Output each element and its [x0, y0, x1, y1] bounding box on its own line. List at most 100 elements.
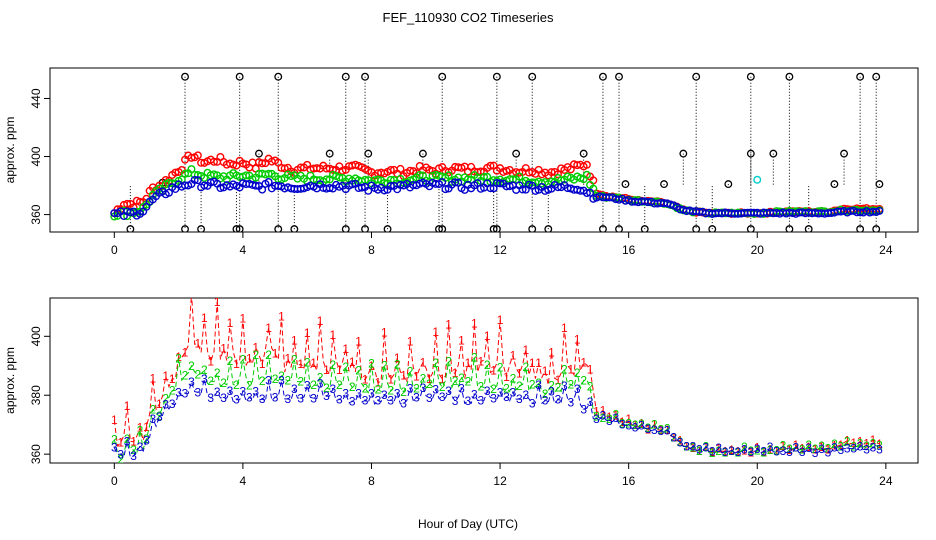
- series-1-marker: 1: [632, 418, 639, 432]
- series-3-point: [251, 181, 260, 190]
- series-3-marker: 3: [233, 393, 240, 407]
- series-3-marker: 3: [407, 381, 414, 395]
- series-2-marker: 2: [355, 363, 362, 377]
- series-1-marker: 1: [535, 356, 542, 370]
- reference-point-bottom: [856, 225, 865, 232]
- series-3-marker: 3: [593, 412, 600, 426]
- series-1-marker: 1: [831, 438, 838, 452]
- series-3-marker: 3: [265, 374, 272, 388]
- series-1-marker: 1: [484, 329, 491, 343]
- series-2-point: [582, 170, 591, 179]
- series-3-marker: 3: [760, 445, 767, 459]
- series-2-marker: 2: [709, 446, 716, 460]
- series-1-point: [123, 199, 132, 208]
- series-3-marker: 3: [812, 446, 819, 460]
- series-3-marker: 3: [150, 412, 157, 426]
- y-tick-label: 400: [29, 146, 43, 166]
- series-2-marker: 2: [162, 392, 169, 406]
- series-1-point: [258, 159, 267, 168]
- series-3-marker: 3: [876, 443, 883, 457]
- x-tick-label: 8: [368, 243, 375, 257]
- series-2-marker: 2: [310, 378, 317, 392]
- reference-point-top: [438, 72, 447, 81]
- series-1-marker: 1: [387, 372, 394, 386]
- series-3-point: [193, 176, 202, 185]
- series-3-marker: 3: [304, 378, 311, 392]
- series-2-point: [287, 172, 296, 181]
- series-3-marker: 3: [792, 440, 799, 454]
- series-3-marker: 3: [201, 372, 208, 386]
- series-3-marker: 3: [214, 385, 221, 399]
- series-3-marker: 3: [838, 443, 845, 457]
- series-2-marker: 2: [130, 443, 137, 457]
- series-3-point: [200, 181, 209, 190]
- series-3-marker: 3: [715, 441, 722, 455]
- reference-point: [232, 225, 241, 232]
- series-2-marker: 2: [664, 421, 671, 435]
- series-3-marker: 3: [857, 440, 864, 454]
- x-tick-label: 12: [493, 474, 507, 488]
- highlight-point: [753, 175, 762, 184]
- series-2-point: [463, 175, 472, 184]
- series-3-marker: 3: [169, 397, 176, 411]
- series-2-marker: 2: [143, 432, 150, 446]
- series-3-marker: 3: [252, 385, 259, 399]
- series-2-marker: 2: [838, 439, 845, 453]
- series-1-marker: 1: [445, 317, 452, 331]
- series-1-marker: 1: [323, 363, 330, 377]
- reference-point-bottom: [341, 225, 350, 232]
- series-2-marker: 2: [786, 442, 793, 456]
- x-tick-label: 24: [879, 243, 893, 257]
- series-2-marker: 2: [233, 378, 240, 392]
- series-3-marker: 3: [349, 394, 356, 408]
- series-3-point: [380, 186, 389, 195]
- series-1-marker: 1: [561, 321, 568, 335]
- series-2-marker: 2: [349, 380, 356, 394]
- series-1-marker: 1: [516, 367, 523, 381]
- reference-point-top: [598, 72, 607, 81]
- reference-point-top: [341, 72, 350, 81]
- series-3-marker: 3: [471, 388, 478, 402]
- series-2-marker: 2: [471, 350, 478, 364]
- series-1-marker: 1: [825, 442, 832, 456]
- series-3-point: [258, 185, 267, 194]
- series-1-point: [193, 151, 202, 160]
- series-2-marker: 2: [600, 411, 607, 425]
- x-tick-label: 20: [751, 474, 765, 488]
- series-3-marker: 3: [587, 395, 594, 409]
- series-1-marker: 1: [375, 376, 382, 390]
- series-1-marker: 1: [818, 440, 825, 454]
- series-2-marker: 2: [291, 353, 298, 367]
- series-1-marker: 1: [657, 423, 664, 437]
- reference-point: [621, 180, 630, 189]
- series-2-marker: 2: [702, 439, 709, 453]
- series-3-marker: 3: [503, 390, 510, 404]
- series-2-marker: 2: [818, 439, 825, 453]
- reference-point: [875, 180, 884, 189]
- series-2-marker: 2: [722, 446, 729, 460]
- series-3-marker: 3: [535, 378, 542, 392]
- x-tick-label: 0: [111, 243, 118, 257]
- x-tick-label: 4: [240, 243, 247, 257]
- series-3-marker: 3: [522, 388, 529, 402]
- series-2-marker: 2: [651, 417, 658, 431]
- reference-point-bottom: [361, 225, 370, 232]
- series-2-marker: 2: [259, 374, 266, 388]
- series-1-marker: 1: [510, 348, 517, 362]
- series-3-point: [190, 175, 199, 184]
- series-3-point: [348, 180, 357, 189]
- series-3-marker: 3: [728, 444, 735, 458]
- series-1-marker: 1: [117, 436, 124, 450]
- series-2-marker: 2: [587, 380, 594, 394]
- series-1-marker: 1: [548, 345, 555, 359]
- series-3-marker: 3: [645, 422, 652, 436]
- series-3-marker: 3: [137, 440, 144, 454]
- series-1-marker: 1: [156, 397, 163, 411]
- series-2-marker: 2: [535, 376, 542, 390]
- series-2-marker: 2: [240, 352, 247, 366]
- series-1-marker: 1: [709, 445, 716, 459]
- series-3-marker: 3: [355, 386, 362, 400]
- reference-point: [679, 149, 688, 158]
- series-2-marker: 2: [741, 440, 748, 454]
- reference-point: [512, 149, 521, 158]
